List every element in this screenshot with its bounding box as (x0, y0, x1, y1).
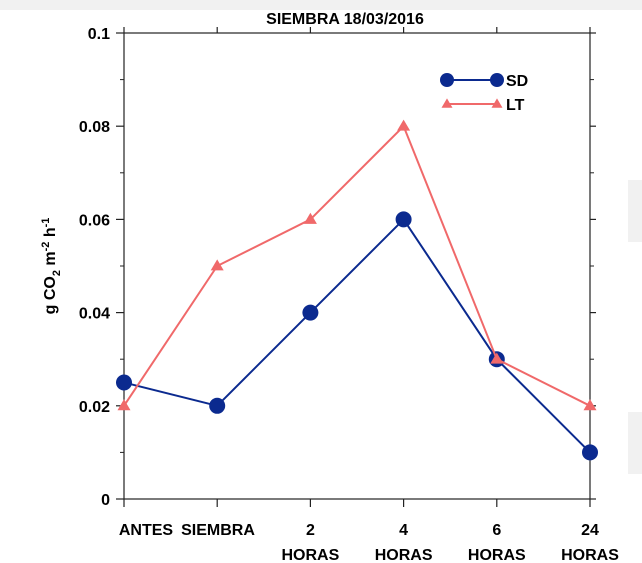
background-panel-right-bottom (628, 412, 642, 474)
x-tick-label: 4 (399, 522, 408, 539)
data-point (395, 211, 412, 228)
legend-item-sd: SD (440, 73, 528, 90)
x-tick-label: ANTES (119, 522, 174, 539)
background-panel-top (0, 0, 642, 10)
x-tick-label: 6 (492, 522, 501, 539)
y-tick-label: 0 (101, 492, 110, 509)
series-lt (117, 119, 597, 411)
y-tick-label: 0.02 (79, 399, 110, 416)
data-point (116, 374, 132, 391)
data-point (491, 98, 503, 108)
data-point (490, 352, 504, 364)
x-tick-label-line2: HORAS (282, 547, 340, 563)
series-layer (116, 119, 598, 461)
data-point (397, 119, 411, 131)
x-tick-label-line2: HORAS (375, 547, 433, 563)
data-point (302, 304, 319, 321)
chart-title: SIEMBRA 18/03/2016 (266, 11, 424, 28)
x-tick-label-line2: HORAS (468, 547, 526, 563)
y-tick-label: 0.06 (79, 212, 110, 229)
legend-item-lt: LT (441, 97, 525, 114)
x-tick-label-line2: HORAS (561, 547, 619, 563)
legend-label: SD (506, 73, 528, 90)
data-point (210, 259, 224, 271)
series-sd (116, 211, 598, 461)
axes: 0 0.02 0.04 0.06 0.08 0.1 g CO2 m-2 h-1 ANTES SI… (40, 26, 619, 563)
series-line (123, 217, 591, 454)
data-point (490, 73, 504, 87)
data-point (583, 399, 597, 411)
data-point (117, 399, 131, 411)
series-line (123, 124, 591, 407)
data-point (441, 98, 453, 108)
data-point (209, 397, 226, 414)
y-tick-label: 0.1 (88, 26, 110, 43)
y-axis-label: g CO2 m-2 h-1 (40, 218, 63, 315)
data-point (303, 212, 317, 224)
legend-label: LT (506, 97, 525, 114)
y-tick-label: 0.08 (79, 119, 110, 136)
data-point (440, 73, 454, 87)
data-point (582, 444, 598, 461)
x-tick-label: SIEMBRA (181, 522, 255, 539)
x-tick-label: 2 (306, 522, 315, 539)
background-panel-right-top (628, 180, 642, 242)
y-tick-label: 0.04 (79, 306, 110, 323)
x-tick-label: 24 (581, 522, 599, 539)
legend: SD LT (440, 73, 528, 114)
